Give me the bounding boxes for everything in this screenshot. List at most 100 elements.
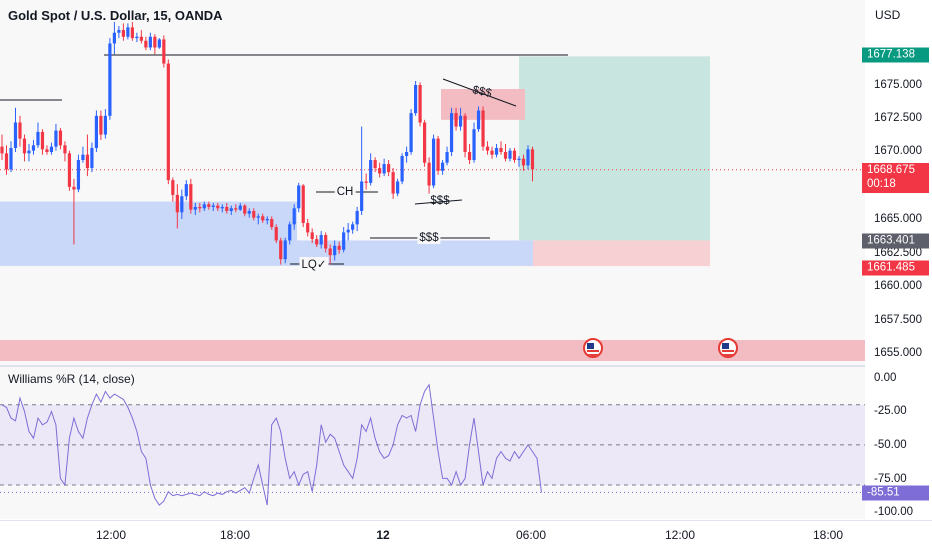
candle: [445, 152, 449, 163]
candle: [494, 147, 499, 155]
candle: [463, 115, 467, 152]
us-flag-event-icon[interactable]: [718, 338, 738, 358]
candle: [355, 210, 359, 225]
candle: [265, 219, 269, 221]
demand-zone-extension: [297, 240, 533, 266]
candle: [153, 36, 157, 48]
entry-price-tag: 1663.401: [862, 233, 929, 249]
candle: [256, 216, 260, 218]
target-price-tag: 1677.138: [862, 47, 929, 63]
candle: [382, 164, 386, 174]
candle: [526, 149, 530, 166]
indicator-title[interactable]: Williams %R (14, close): [8, 372, 135, 386]
candle: [211, 205, 215, 207]
candle: [476, 110, 481, 130]
williams-r-pane[interactable]: Williams %R (14, close): [0, 367, 865, 519]
candle: [220, 206, 224, 209]
candle: [13, 122, 18, 148]
candle: [202, 204, 206, 209]
candle: [378, 168, 382, 174]
candle: [121, 30, 125, 37]
candle: [27, 150, 31, 154]
candle: [458, 115, 463, 127]
candle: [342, 232, 346, 250]
pane-divider[interactable]: [0, 365, 932, 367]
candle: [454, 113, 458, 127]
wr-tick: -100.00: [874, 506, 914, 518]
last-price-value: 1668.675: [867, 164, 915, 176]
liquidity-line: [414, 199, 463, 205]
candle: [333, 245, 337, 256]
candle: [0, 146, 4, 154]
candle: [99, 115, 103, 135]
time-tick: 06:00: [515, 528, 547, 542]
candle: [130, 27, 134, 39]
candle: [198, 206, 202, 209]
candle: [319, 235, 323, 245]
williams-r-canvas[interactable]: [0, 367, 865, 519]
time-tick: 12:00: [95, 528, 127, 542]
price-axis[interactable]: USD 1675.000 1672.500 1670.000 1665.000 …: [865, 0, 932, 520]
event-band: [0, 340, 865, 361]
candle: [175, 194, 179, 213]
candle: [274, 227, 278, 241]
time-tick: 12:00: [664, 528, 696, 542]
price-chart-pane[interactable]: Gold Spot / U.S. Dollar, 15, OANDA CH LQ…: [0, 0, 865, 365]
last-price-tag: 1668.675 00:18: [862, 163, 929, 193]
candle: [4, 153, 9, 170]
candle: [512, 150, 517, 161]
stop-price-tag: 1661.485: [862, 260, 929, 276]
symbol-title[interactable]: Gold Spot / U.S. Dollar, 15, OANDA: [8, 8, 223, 23]
candle: [135, 36, 139, 39]
annotation-liquidity-mid: $$$: [430, 195, 450, 207]
time-tick-day: 12: [376, 528, 390, 542]
wr-tick: 0.00: [874, 372, 897, 384]
candle: [49, 146, 54, 152]
candle: [283, 240, 287, 260]
candle: [189, 184, 193, 210]
time-axis[interactable]: 12:00 18:00 12 06:00 12:00 18:00: [0, 520, 932, 551]
candle: [360, 181, 364, 211]
price-tick: 1662.500: [874, 247, 922, 259]
candle: [481, 110, 485, 147]
demand-zone: [0, 201, 297, 266]
bar-countdown: 00:18: [867, 178, 896, 190]
candle: [346, 229, 350, 233]
candle: [364, 181, 368, 183]
annotation-lq: LQ✓: [299, 257, 329, 271]
candle: [270, 219, 274, 228]
wr-tick: -75.00: [874, 473, 907, 485]
price-tick: 1655.000: [874, 347, 922, 359]
wr-value-tag: -85.51: [862, 485, 929, 501]
candle: [414, 85, 418, 114]
candle: [324, 235, 328, 249]
candle: [45, 149, 49, 152]
candle: [31, 145, 36, 151]
candle: [351, 224, 355, 230]
price-chart-canvas[interactable]: [0, 0, 865, 365]
candle: [162, 39, 166, 64]
candle: [301, 185, 305, 224]
us-flag-event-icon[interactable]: [583, 338, 603, 358]
candle: [490, 150, 494, 155]
candle: [288, 224, 292, 241]
candle: [216, 205, 220, 209]
candle: [252, 210, 256, 218]
candle: [234, 208, 238, 210]
time-tick: 18:00: [219, 528, 251, 542]
candle: [85, 154, 90, 169]
candle: [9, 147, 13, 170]
candle: [18, 122, 22, 139]
candle: [387, 164, 391, 173]
candle: [530, 149, 535, 170]
candle: [54, 130, 58, 147]
candle: [400, 156, 404, 182]
candle: [297, 185, 301, 209]
candle: [485, 146, 490, 151]
candle: [409, 113, 413, 152]
candle: [499, 147, 503, 152]
candle: [229, 208, 233, 211]
candle: [90, 147, 94, 169]
annotation-liquidity-low: $$$: [417, 232, 441, 244]
candle: [193, 206, 197, 210]
